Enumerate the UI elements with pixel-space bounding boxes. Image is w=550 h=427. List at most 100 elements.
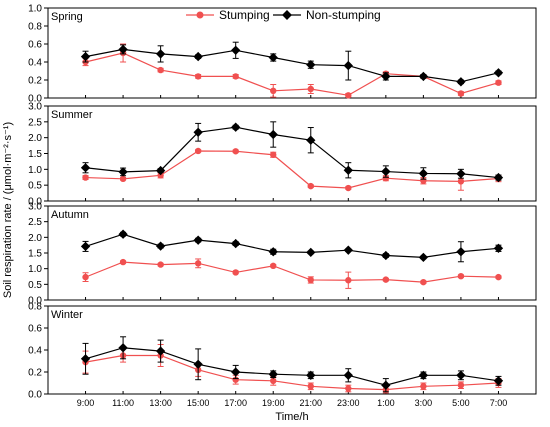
stumping-point [457, 178, 465, 185]
non-stumping-point [268, 247, 278, 257]
x-tick-label: 13:00 [149, 398, 172, 408]
stumping-point [82, 273, 89, 281]
stumping-point [345, 184, 352, 192]
non-stumping-point [456, 370, 466, 380]
stumping-point [345, 92, 352, 99]
y-tick-label: 0.6 [28, 324, 42, 335]
non-stumping-point [118, 167, 128, 177]
non-stumping-point [118, 44, 128, 55]
y-axis-label: Soil respiration rate / (μmol·m⁻²·s⁻¹) [2, 122, 14, 298]
x-tick-label: 11:00 [112, 398, 134, 408]
non-stumping-point [493, 243, 504, 253]
panel-title: Spring [51, 11, 83, 23]
stumping-point [382, 276, 390, 283]
y-tick-label: 0.5 [28, 280, 42, 291]
stumping-line [85, 261, 499, 283]
panel-spring: Spring 0.0 0.2 0.4 0.6 0.8 1.0 [28, 4, 537, 105]
x-axis-label: Time/h [275, 411, 308, 423]
panel-frame [47, 7, 537, 99]
y-tick-label: 1.0 [28, 4, 42, 15]
non-stumping-point [268, 52, 278, 63]
y-tick-label: 2.5 [28, 217, 42, 228]
y-tick-label: 1.0 [28, 264, 42, 275]
stumping-point [495, 79, 502, 86]
stumping-point [82, 174, 89, 181]
y-tick-label: 0.0 [28, 197, 42, 208]
stumping-point [307, 276, 314, 284]
stumping-point [232, 269, 239, 276]
legend-stumping-label: Stumping [219, 8, 270, 22]
stumping-point [157, 172, 164, 179]
stumping-point [382, 175, 390, 182]
non-stumping-point [381, 166, 391, 177]
stumping-point [194, 147, 202, 155]
non-stumping-point [306, 370, 316, 380]
non-stumping-point [381, 250, 391, 261]
stumping-point [232, 148, 239, 155]
non-stumping-point [418, 370, 429, 380]
y-tick-label: 0.0 [28, 390, 42, 401]
stumping-point [157, 66, 164, 74]
non-stumping-point [381, 71, 391, 82]
x-tick-label: 5:00 [452, 398, 470, 408]
non-stumping-line [85, 48, 499, 83]
non-stumping-point [80, 241, 91, 252]
non-stumping-line [85, 233, 499, 258]
non-stumping-point [418, 71, 429, 82]
y-tick-label: 0.2 [28, 76, 42, 87]
y-tick-label: 3.0 [28, 102, 42, 113]
non-stumping-point [343, 245, 353, 255]
y-tick-label: 1.5 [28, 149, 42, 160]
non-stumping-point [268, 369, 278, 379]
y-tick-label: 3.0 [28, 202, 42, 213]
non-stumping-point [268, 129, 278, 140]
non-stumping-point [118, 229, 128, 239]
non-stumping-point [306, 247, 316, 258]
stumping-point [307, 383, 314, 390]
y-tick-label: 1.0 [28, 165, 42, 176]
legend: Stumping Non-stumping [186, 8, 381, 22]
x-tick-label: 19:00 [262, 398, 285, 408]
non-stumping-point [493, 172, 504, 183]
panel-frame [47, 105, 537, 202]
stumping-point [457, 272, 465, 280]
non-stumping-point [456, 247, 466, 257]
y-tick-label: 0.0 [28, 94, 42, 105]
non-stumping-point [155, 346, 166, 356]
non-stumping-point [493, 68, 504, 78]
non-stumping-point [193, 51, 203, 62]
x-tick-label: 7:00 [490, 398, 508, 408]
non-stumping-point [80, 51, 91, 62]
stumping-line [85, 150, 499, 189]
y-tick-label: 0.8 [28, 22, 42, 33]
stumping-point [270, 262, 277, 270]
non-stumping-point [418, 168, 429, 179]
non-stumping-point [80, 163, 91, 173]
stumping-point [307, 182, 314, 190]
stumping-point [495, 273, 502, 281]
non-stumping-point [231, 122, 241, 132]
stumping-point [270, 87, 277, 95]
panel-autumn: Autumn 0.0 0.5 1.0 1.5 2.0 2.5 3.0 [28, 202, 537, 307]
x-tick-label: 23:00 [337, 398, 360, 408]
panel-winter: Winter 0.0 0.2 0.4 0.6 0.8 [28, 302, 537, 401]
stumping-line [85, 354, 499, 391]
y-tick-label: 0.8 [28, 302, 42, 313]
panel-title: Winter [51, 309, 83, 321]
stumping-point [119, 258, 127, 266]
stumping-line [85, 52, 499, 96]
non-stumping-line [85, 126, 499, 179]
stumping-point [157, 261, 164, 268]
non-stumping-point [231, 238, 241, 249]
non-stumping-point [456, 169, 466, 179]
non-stumping-point [343, 60, 353, 71]
non-stumping-point [456, 77, 466, 87]
non-stumping-point [493, 376, 504, 386]
y-tick-label: 0.6 [28, 40, 42, 51]
panel-title: Autumn [51, 209, 89, 221]
x-tick-label: 1:00 [377, 398, 395, 408]
y-tick-label: 0.2 [28, 368, 42, 379]
non-stumping-point [343, 165, 353, 175]
non-stumping-point [193, 235, 203, 245]
stumping-point [457, 90, 465, 97]
